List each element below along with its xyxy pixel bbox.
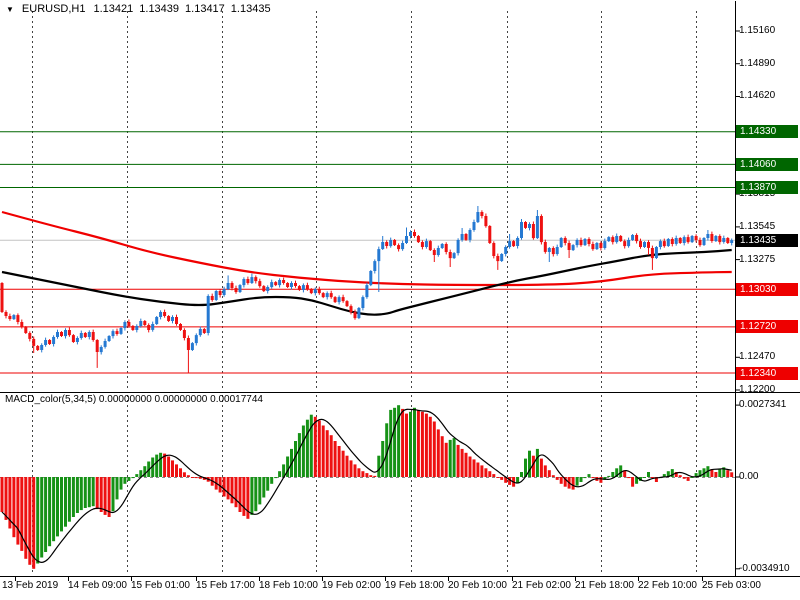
support-price-badge: 1.12340: [736, 366, 798, 380]
ohlc-low: 1.13417: [185, 3, 225, 15]
ohlc-close: 1.13435: [230, 3, 271, 15]
symbol-period-label: EURUSD,H1: [21, 3, 86, 15]
ma-black-line: [1, 248, 732, 316]
current-price-badge: 1.13435: [736, 233, 798, 247]
support-price-badge: 1.13030: [736, 282, 798, 296]
price-axis-label[interactable]: 1.15160: [739, 25, 776, 36]
macd-histogram: [0, 405, 734, 569]
macd-axis-label[interactable]: 0.0027341: [739, 399, 787, 411]
price-axis-label[interactable]: 1.12470: [739, 351, 776, 363]
price-axis-label[interactable]: 1.13275: [739, 253, 776, 265]
resistance-price-badge: 1.14060: [736, 157, 798, 171]
time-axis-label[interactable]: 19 Feb 02:00: [322, 580, 381, 591]
time-axis-label[interactable]: 15 Feb 17:00: [196, 580, 255, 591]
time-axis-label[interactable]: 14 Feb 09:00: [68, 580, 127, 591]
time-axis-label[interactable]: 21 Feb 02:00: [512, 580, 571, 591]
time-axis-label[interactable]: 21 Feb 18:00: [575, 580, 634, 591]
ohlc-open: 1.13421: [93, 3, 134, 15]
axis-ticks: [15, 30, 740, 581]
chart-title: ▼ EURUSD,H1 1.13421 1.13439 1.13417 1.13…: [6, 3, 271, 15]
time-axis-label[interactable]: 20 Feb 10:00: [448, 580, 507, 591]
candlesticks: [0, 206, 734, 373]
time-axis-label[interactable]: 19 Feb 18:00: [385, 580, 444, 591]
time-axis-label[interactable]: 22 Feb 10:00: [638, 580, 697, 591]
time-axis-label[interactable]: 15 Feb 01:00: [131, 580, 190, 591]
chevron-down-icon[interactable]: ▼: [6, 4, 14, 14]
macd-axis-label[interactable]: 0.00: [739, 471, 759, 482]
ohlc-high: 1.13439: [139, 3, 180, 15]
price-axis-label[interactable]: 1.12200: [739, 384, 776, 395]
time-axis-label[interactable]: 13 Feb 2019: [2, 580, 59, 591]
price-axis-label[interactable]: 1.14620: [739, 90, 776, 102]
time-axis-label[interactable]: 25 Feb 03:00: [702, 580, 761, 591]
macd-signal-line: [1, 408, 732, 563]
pane-frame: [0, 1, 800, 577]
macd-axis-label[interactable]: -0.0034910: [739, 562, 790, 574]
time-axis-label[interactable]: 18 Feb 10:00: [259, 580, 318, 591]
support-price-badge: 1.12720: [736, 320, 798, 334]
resistance-price-badge: 1.14330: [736, 125, 798, 139]
macd-indicator-label: MACD_color(5,34,5) 0.00000000 0.00000000…: [5, 394, 263, 405]
ma-red-line: [1, 210, 732, 287]
price-axis-label[interactable]: 1.13545: [739, 220, 776, 232]
price-axis-label[interactable]: 1.14890: [739, 57, 776, 69]
resistance-price-badge: 1.13870: [736, 180, 798, 194]
grid-lines: [32, 11, 697, 575]
